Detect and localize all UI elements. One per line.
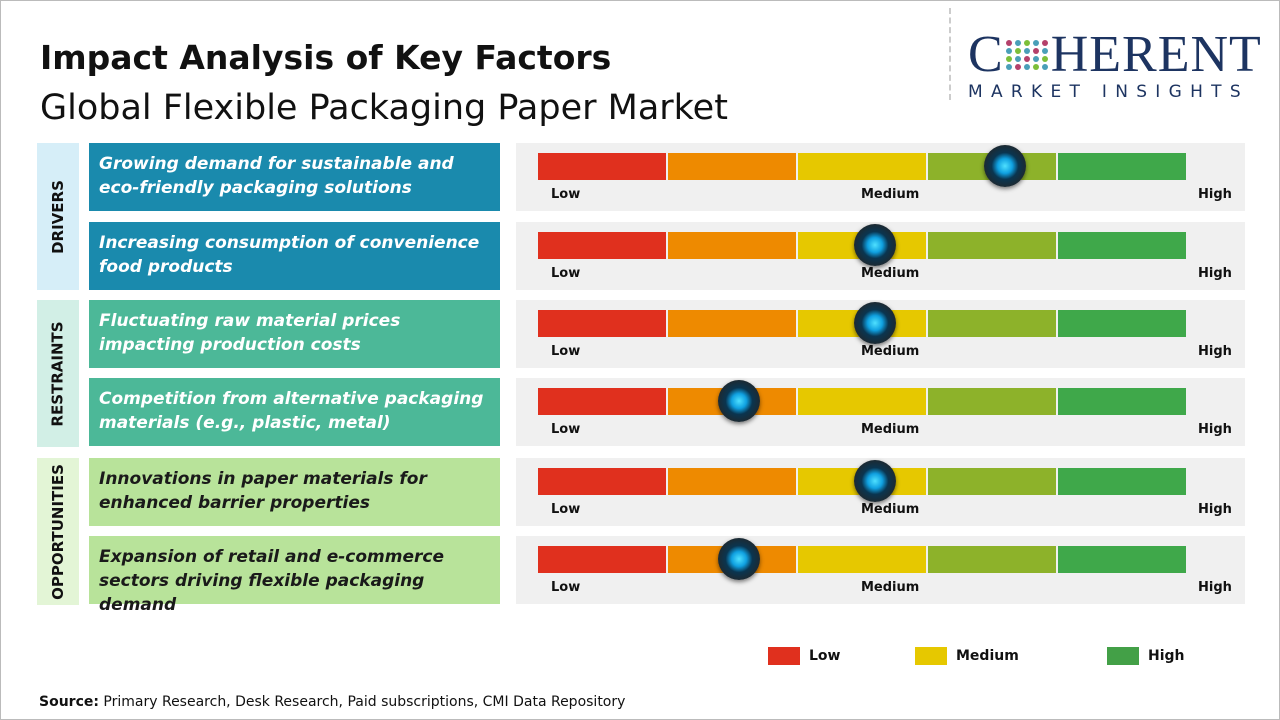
gauge-segment [538, 388, 666, 415]
impact-marker [853, 224, 896, 266]
source-text: Primary Research, Desk Research, Paid su… [98, 694, 626, 710]
source-label: Source: [39, 694, 99, 710]
scale-label: Low [551, 266, 581, 281]
gauge-segment [928, 546, 1056, 573]
gauge-segment [538, 153, 666, 180]
impact-marker [717, 380, 760, 422]
gauge-segment [668, 468, 796, 495]
scale-label: High [1198, 580, 1232, 595]
scale-label: High [1198, 502, 1232, 517]
scale-label: Medium [861, 580, 920, 595]
gauge-segment [798, 546, 926, 573]
category-label: RESTRAINTS [49, 320, 68, 427]
gauge-segment [1058, 468, 1186, 495]
impact-gauge: Low Medium High [516, 143, 1245, 211]
gauge-bar [538, 232, 1186, 259]
gauge-segment [1058, 310, 1186, 337]
impact-marker [717, 538, 760, 580]
gauge-segment [928, 388, 1056, 415]
gauge-segment [668, 232, 796, 259]
gauge-bar [538, 153, 1186, 180]
scale-label: Medium [861, 187, 920, 202]
scale-label: High [1198, 266, 1232, 281]
gauge-segment [798, 388, 926, 415]
category-opportunities: OPPORTUNITIES [37, 458, 79, 605]
gauge-segment [798, 153, 926, 180]
legend-item: High [1107, 647, 1185, 665]
gauge-segment [538, 232, 666, 259]
category-label: OPPORTUNITIES [49, 463, 67, 600]
divider [949, 8, 951, 100]
factor-label: Competition from alternative packaging m… [89, 378, 500, 446]
factor-label: Expansion of retail and e-commerce secto… [89, 536, 500, 615]
scale-label: High [1198, 422, 1232, 437]
scale-label: Medium [861, 344, 920, 359]
scale-label: Low [551, 502, 581, 517]
scale-label: Low [551, 187, 581, 202]
scale-label: High [1198, 187, 1232, 202]
gauge-segment [668, 310, 796, 337]
factor-label: Fluctuating raw material prices impactin… [89, 300, 500, 368]
globe-dots-icon [1005, 40, 1049, 70]
gauge-segment [1058, 546, 1186, 573]
factor-label: Increasing consumption of convenience fo… [89, 222, 500, 290]
scale-label: Medium [861, 422, 920, 437]
legend-label: High [1148, 648, 1185, 664]
scale-label: Low [551, 580, 581, 595]
scale-label: Low [551, 344, 581, 359]
gauge-segment [538, 310, 666, 337]
coherent-logo: C HERENT MARKET INSIGHTS [968, 26, 1262, 103]
page-subtitle: Global Flexible Packaging Paper Market [40, 88, 728, 128]
scale-label: Medium [861, 502, 920, 517]
scale-label: Low [551, 422, 581, 437]
gauge-bar [538, 310, 1186, 337]
gauge-bar [538, 388, 1186, 415]
legend-item: Low [768, 647, 840, 665]
impact-marker [853, 460, 896, 502]
gauge-segment [538, 468, 666, 495]
scale-label: High [1198, 344, 1232, 359]
scale-label: Medium [861, 266, 920, 281]
legend-swatch [915, 647, 947, 665]
factor-label: Growing demand for sustainable and eco-f… [89, 143, 500, 211]
category-restraints: RESTRAINTS [37, 300, 79, 447]
impact-gauge: Low Medium High [516, 222, 1245, 290]
gauge-segment [1058, 232, 1186, 259]
category-label: DRIVERS [49, 179, 68, 254]
gauge-segment [668, 153, 796, 180]
gauge-bar [538, 546, 1186, 573]
gauge-segment [928, 310, 1056, 337]
gauge-segment [538, 546, 666, 573]
impact-gauge: Low Medium High [516, 300, 1245, 368]
gauge-segment [928, 468, 1056, 495]
gauge-segment [1058, 388, 1186, 415]
legend-label: Low [809, 648, 841, 664]
legend-swatch [1107, 647, 1139, 665]
source-note: Source: Primary Research, Desk Research,… [39, 694, 625, 710]
impact-gauge: Low Medium High [516, 378, 1245, 446]
legend-label: Medium [956, 648, 1019, 664]
factor-label: Innovations in paper materials for enhan… [89, 458, 500, 526]
legend-item: Medium [915, 647, 1019, 665]
legend-swatch [768, 647, 800, 665]
gauge-segment [928, 232, 1056, 259]
impact-marker [983, 145, 1026, 187]
category-drivers: DRIVERS [37, 143, 79, 290]
page-title: Impact Analysis of Key Factors [40, 38, 612, 77]
impact-marker [853, 302, 896, 344]
impact-gauge: Low Medium High [516, 536, 1245, 604]
gauge-segment [1058, 153, 1186, 180]
impact-gauge: Low Medium High [516, 458, 1245, 526]
